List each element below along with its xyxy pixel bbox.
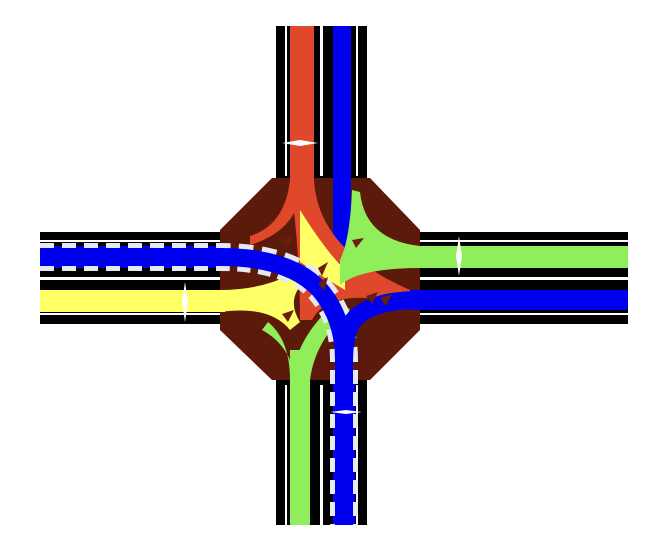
- stop-marker-south: [330, 410, 362, 414]
- green-south-left: [262, 322, 296, 380]
- turn-arrow: [352, 238, 364, 248]
- west-lane-line-mid: [40, 277, 220, 280]
- north-lane-line-right: [356, 26, 358, 176]
- south-lane-line-right: [356, 385, 358, 525]
- north-lane-line-mid: [320, 26, 323, 176]
- south-green-lane: [290, 350, 310, 525]
- stop-marker-north: [282, 140, 318, 146]
- blue-east-curve: [335, 291, 421, 361]
- west-yellow-lane: [40, 290, 225, 312]
- stop-markers: [182, 140, 462, 414]
- turn-arrows: [282, 236, 392, 322]
- east-lane-line-bottom: [420, 313, 628, 315]
- west-lane-line-bottom: [40, 313, 220, 315]
- north-red-lane: [290, 26, 314, 186]
- yellow-center-fan: [300, 210, 345, 290]
- stop-marker-east: [456, 236, 462, 276]
- turn-arrow: [318, 262, 328, 276]
- east-lane-line-top: [420, 240, 628, 242]
- turn-arrow: [282, 310, 294, 322]
- south-lane-line-mid: [320, 385, 323, 525]
- north-lane-line-left: [285, 26, 287, 176]
- north-blue-lane: [333, 26, 351, 286]
- south-lane-line-left: [285, 385, 287, 525]
- stop-marker-west: [182, 282, 188, 322]
- turn-arrow: [366, 292, 378, 304]
- east-blue-lane: [410, 290, 628, 310]
- west-lane-line-top: [40, 240, 220, 242]
- turn-arrow: [318, 277, 328, 291]
- east-lane-line-mid: [420, 277, 628, 280]
- turn-arrow: [380, 294, 392, 306]
- turn-arrow: [282, 236, 294, 248]
- green-flow-fan: [340, 190, 420, 285]
- east-green-lane: [410, 246, 628, 268]
- lane-markings: [40, 26, 628, 525]
- red-flow-left: [250, 180, 304, 245]
- blue-main-route: [40, 243, 421, 525]
